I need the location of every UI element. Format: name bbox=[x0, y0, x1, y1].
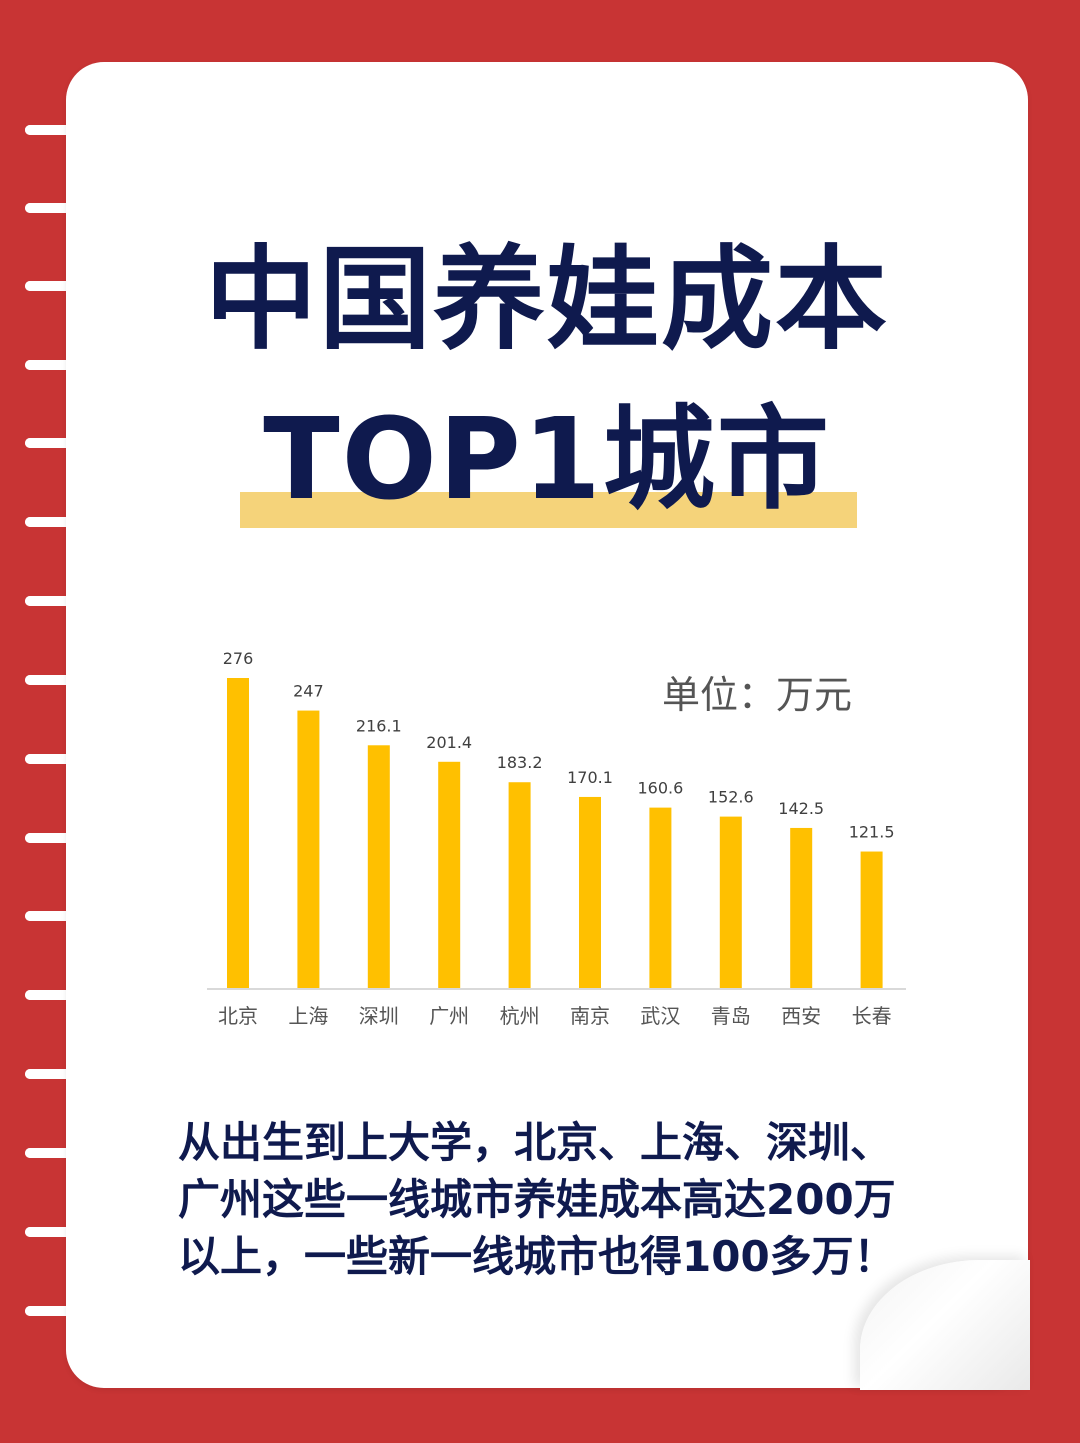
category-label: 深圳 bbox=[359, 1004, 399, 1028]
caption-line-2: 广州这些一线城市养娃成本高达200万 bbox=[178, 1175, 896, 1224]
value-label: 276 bbox=[223, 649, 254, 668]
category-label: 广州 bbox=[429, 1004, 469, 1028]
bar-青岛 bbox=[719, 816, 742, 988]
caption: 从出生到上大学，北京、上海、深圳、 广州这些一线城市养娃成本高达200万 以上，… bbox=[178, 1114, 958, 1285]
title-highlight bbox=[240, 492, 857, 528]
bar-长春 bbox=[860, 851, 883, 988]
title-line-1: 中国养娃成本 bbox=[205, 235, 889, 365]
value-label: 121.5 bbox=[849, 823, 895, 842]
category-label: 北京 bbox=[218, 1004, 258, 1028]
category-label: 武汉 bbox=[640, 1004, 680, 1028]
title-line-2: TOP1城市 bbox=[263, 395, 831, 525]
bar-杭州 bbox=[508, 782, 531, 988]
value-label: 183.2 bbox=[497, 753, 543, 772]
value-label: 216.1 bbox=[356, 716, 402, 735]
value-label: 152.6 bbox=[708, 788, 754, 807]
bar-广州 bbox=[438, 761, 461, 988]
caption-line-1: 从出生到上大学，北京、上海、深圳、 bbox=[178, 1118, 893, 1167]
bar-深圳 bbox=[367, 745, 390, 988]
bar-西安 bbox=[790, 827, 813, 988]
unit-label: 单位：万元 bbox=[662, 673, 853, 717]
value-label: 201.4 bbox=[426, 733, 472, 752]
category-label: 长春 bbox=[852, 1004, 892, 1028]
bar-武汉 bbox=[649, 807, 672, 988]
bar-上海 bbox=[297, 710, 320, 988]
value-label: 247 bbox=[293, 682, 324, 701]
value-label: 170.1 bbox=[567, 768, 613, 787]
notebook-page bbox=[66, 62, 1028, 1388]
caption-line-3: 以上，一些新一线城市也得100多万！ bbox=[178, 1232, 896, 1281]
value-label: 160.6 bbox=[637, 779, 683, 798]
category-label: 南京 bbox=[570, 1004, 610, 1028]
category-label: 杭州 bbox=[500, 1004, 540, 1028]
category-label: 上海 bbox=[288, 1004, 328, 1028]
category-label: 青岛 bbox=[711, 1004, 751, 1028]
value-label: 142.5 bbox=[778, 799, 824, 818]
bar-北京 bbox=[227, 678, 249, 988]
bar-南京 bbox=[579, 796, 601, 988]
category-label: 西安 bbox=[781, 1004, 821, 1028]
